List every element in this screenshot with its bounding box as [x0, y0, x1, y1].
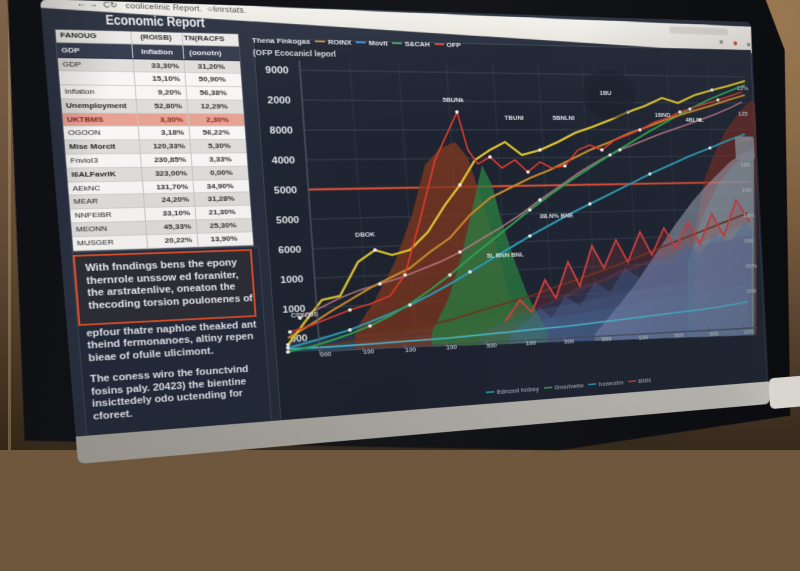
svg-text:5000: 5000	[274, 186, 298, 197]
svg-text:5L BNN BNL: 5L BNN BNL	[487, 251, 525, 260]
svg-text:1000: 1000	[280, 275, 304, 286]
svg-text:9000: 9000	[265, 65, 289, 76]
svg-text:500: 500	[709, 330, 719, 337]
svg-text:125: 125	[738, 110, 748, 117]
svg-text:1BU: 1BU	[599, 89, 612, 96]
svg-text:DBOK: DBOK	[355, 231, 376, 239]
svg-text:100: 100	[405, 346, 416, 354]
svg-text:5000: 5000	[276, 215, 300, 226]
svg-text:500: 500	[564, 338, 574, 346]
svg-text:4000: 4000	[271, 156, 295, 167]
svg-text:500: 500	[674, 332, 684, 339]
svg-text:500: 500	[486, 342, 497, 350]
svg-text:100: 100	[446, 344, 457, 352]
svg-text:000: 000	[744, 237, 754, 244]
svg-text:8000: 8000	[269, 126, 293, 136]
svg-text:4BLNL: 4BLNL	[685, 116, 704, 123]
svg-text:TBUNI: TBUNI	[504, 114, 524, 121]
svg-text:100: 100	[363, 348, 375, 356]
svg-text:5BUNk: 5BUNk	[442, 96, 464, 104]
svg-text:C0YQ0S: C0YQ0S	[291, 310, 319, 319]
svg-text:100: 100	[526, 340, 537, 348]
svg-text:180: 180	[740, 161, 750, 168]
svg-text:2000: 2000	[267, 96, 291, 107]
svg-text:100: 100	[742, 187, 752, 194]
svg-text:5BNLNI: 5BNLNI	[552, 114, 574, 121]
svg-text:000: 000	[747, 287, 757, 294]
svg-text:100: 100	[744, 328, 753, 335]
svg-text:500: 500	[601, 336, 611, 344]
svg-text:00%: 00%	[745, 262, 757, 269]
svg-text:1BND: 1BND	[655, 111, 671, 118]
svg-text:000: 000	[320, 350, 332, 358]
svg-text:12%: 12%	[737, 85, 750, 92]
svg-text:3B.N% BNE: 3B.N% BNE	[539, 212, 573, 220]
svg-text:6000: 6000	[278, 245, 302, 256]
svg-text:18%: 18%	[743, 212, 755, 219]
svg-text:100: 100	[638, 334, 648, 341]
